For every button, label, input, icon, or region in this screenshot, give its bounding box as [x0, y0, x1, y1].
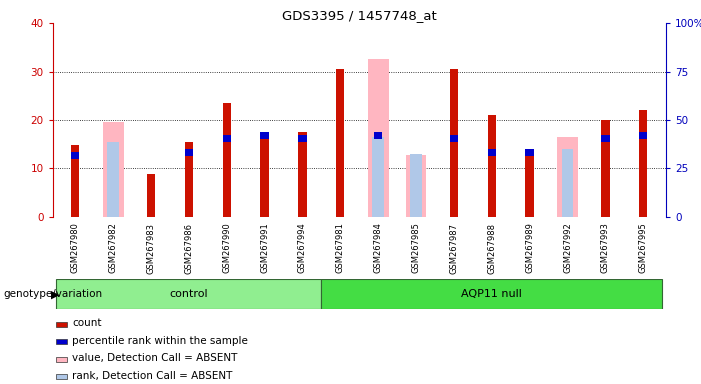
Text: GSM267991: GSM267991	[260, 223, 269, 273]
Bar	[368, 60, 388, 217]
Bar	[488, 149, 496, 156]
Bar	[372, 137, 384, 217]
Text: GSM267986: GSM267986	[184, 223, 193, 273]
Bar	[55, 374, 67, 379]
Bar	[55, 357, 67, 362]
Bar	[450, 69, 458, 217]
Text: GSM267981: GSM267981	[336, 223, 345, 273]
Bar	[488, 115, 496, 217]
Bar	[71, 145, 79, 217]
Bar	[526, 149, 533, 156]
Bar	[321, 279, 662, 309]
Bar	[55, 339, 67, 344]
Text: GSM267985: GSM267985	[411, 223, 421, 273]
Bar	[147, 174, 155, 217]
Bar	[410, 154, 422, 217]
Text: GSM267992: GSM267992	[563, 223, 572, 273]
Bar	[103, 122, 123, 217]
Text: count: count	[72, 318, 102, 328]
Text: AQP11 null: AQP11 null	[461, 289, 522, 299]
Text: GSM267993: GSM267993	[601, 223, 610, 273]
Bar	[601, 120, 610, 217]
Bar	[107, 142, 119, 217]
Text: GSM267994: GSM267994	[298, 223, 307, 273]
Bar	[374, 132, 382, 139]
Bar	[261, 139, 268, 217]
Bar	[336, 69, 344, 217]
Bar	[299, 134, 306, 142]
Title: GDS3395 / 1457748_at: GDS3395 / 1457748_at	[282, 9, 437, 22]
Bar	[261, 132, 268, 139]
Text: GSM267988: GSM267988	[487, 223, 496, 273]
Bar	[299, 132, 306, 217]
Text: GSM267995: GSM267995	[639, 223, 648, 273]
Bar	[601, 134, 610, 142]
Bar	[526, 154, 533, 217]
Bar	[557, 137, 578, 217]
Text: GSM267980: GSM267980	[71, 223, 80, 273]
Text: GSM267984: GSM267984	[374, 223, 383, 273]
Bar	[223, 134, 231, 142]
Text: ▶: ▶	[51, 289, 60, 299]
Text: GSM267987: GSM267987	[449, 223, 458, 273]
Bar	[450, 134, 458, 142]
Bar	[223, 103, 231, 217]
Bar	[562, 149, 573, 217]
Text: genotype/variation: genotype/variation	[4, 289, 102, 299]
Bar	[56, 279, 321, 309]
Text: GSM267982: GSM267982	[109, 223, 118, 273]
Text: value, Detection Call = ABSENT: value, Detection Call = ABSENT	[72, 353, 238, 364]
Bar	[639, 132, 648, 139]
Bar	[639, 110, 648, 217]
Text: GSM267989: GSM267989	[525, 223, 534, 273]
Bar	[406, 155, 426, 217]
Bar	[55, 322, 67, 327]
Text: rank, Detection Call = ABSENT: rank, Detection Call = ABSENT	[72, 371, 233, 381]
Text: control: control	[170, 289, 208, 299]
Bar	[71, 152, 79, 159]
Text: percentile rank within the sample: percentile rank within the sample	[72, 336, 248, 346]
Bar	[185, 142, 193, 217]
Bar	[185, 149, 193, 156]
Text: GSM267983: GSM267983	[147, 223, 156, 273]
Text: GSM267990: GSM267990	[222, 223, 231, 273]
